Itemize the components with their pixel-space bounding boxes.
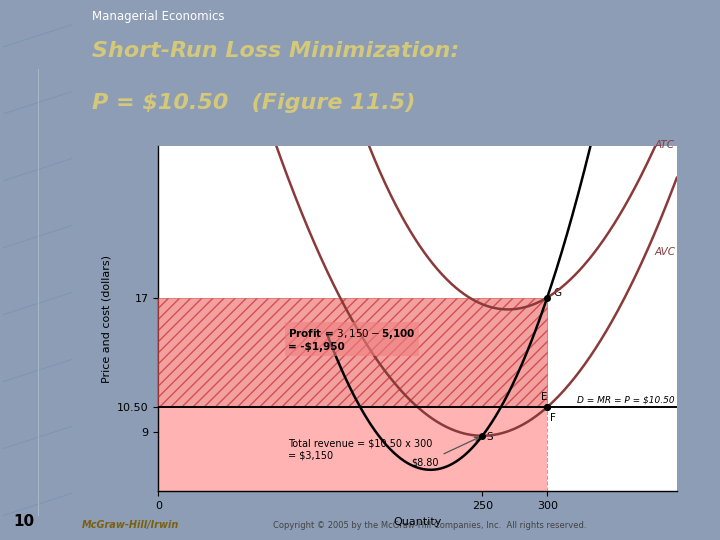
Text: ATC: ATC — [654, 140, 675, 150]
Text: D = MR = P = $10.50: D = MR = P = $10.50 — [577, 396, 674, 404]
X-axis label: Quantity: Quantity — [393, 517, 442, 526]
Text: Copyright © 2005 by the McGraw-Hill Companies, Inc.  All rights reserved.: Copyright © 2005 by the McGraw-Hill Comp… — [274, 521, 587, 530]
Bar — [158, 407, 547, 491]
Text: Profit = $3,150 - $5,100
= -$1,950: Profit = $3,150 - $5,100 = -$1,950 — [288, 327, 415, 353]
Text: $8.80: $8.80 — [411, 437, 479, 468]
Text: P = $10.50   (Figure 11.5): P = $10.50 (Figure 11.5) — [91, 93, 415, 113]
Text: AVC: AVC — [654, 247, 676, 256]
Y-axis label: Price and cost (dollars): Price and cost (dollars) — [102, 254, 112, 383]
Text: G: G — [554, 288, 562, 298]
Text: Total revenue = $10.50 x 300
= $3,150: Total revenue = $10.50 x 300 = $3,150 — [288, 438, 433, 460]
Bar — [158, 298, 547, 407]
Text: E: E — [541, 393, 547, 402]
Text: McGraw-Hill/Irwin: McGraw-Hill/Irwin — [82, 520, 179, 530]
Text: 10: 10 — [13, 515, 34, 530]
Text: S: S — [486, 432, 493, 442]
Text: F: F — [550, 413, 556, 423]
Text: Managerial Economics: Managerial Economics — [91, 10, 224, 23]
Text: Short-Run Loss Minimization:: Short-Run Loss Minimization: — [91, 42, 459, 62]
